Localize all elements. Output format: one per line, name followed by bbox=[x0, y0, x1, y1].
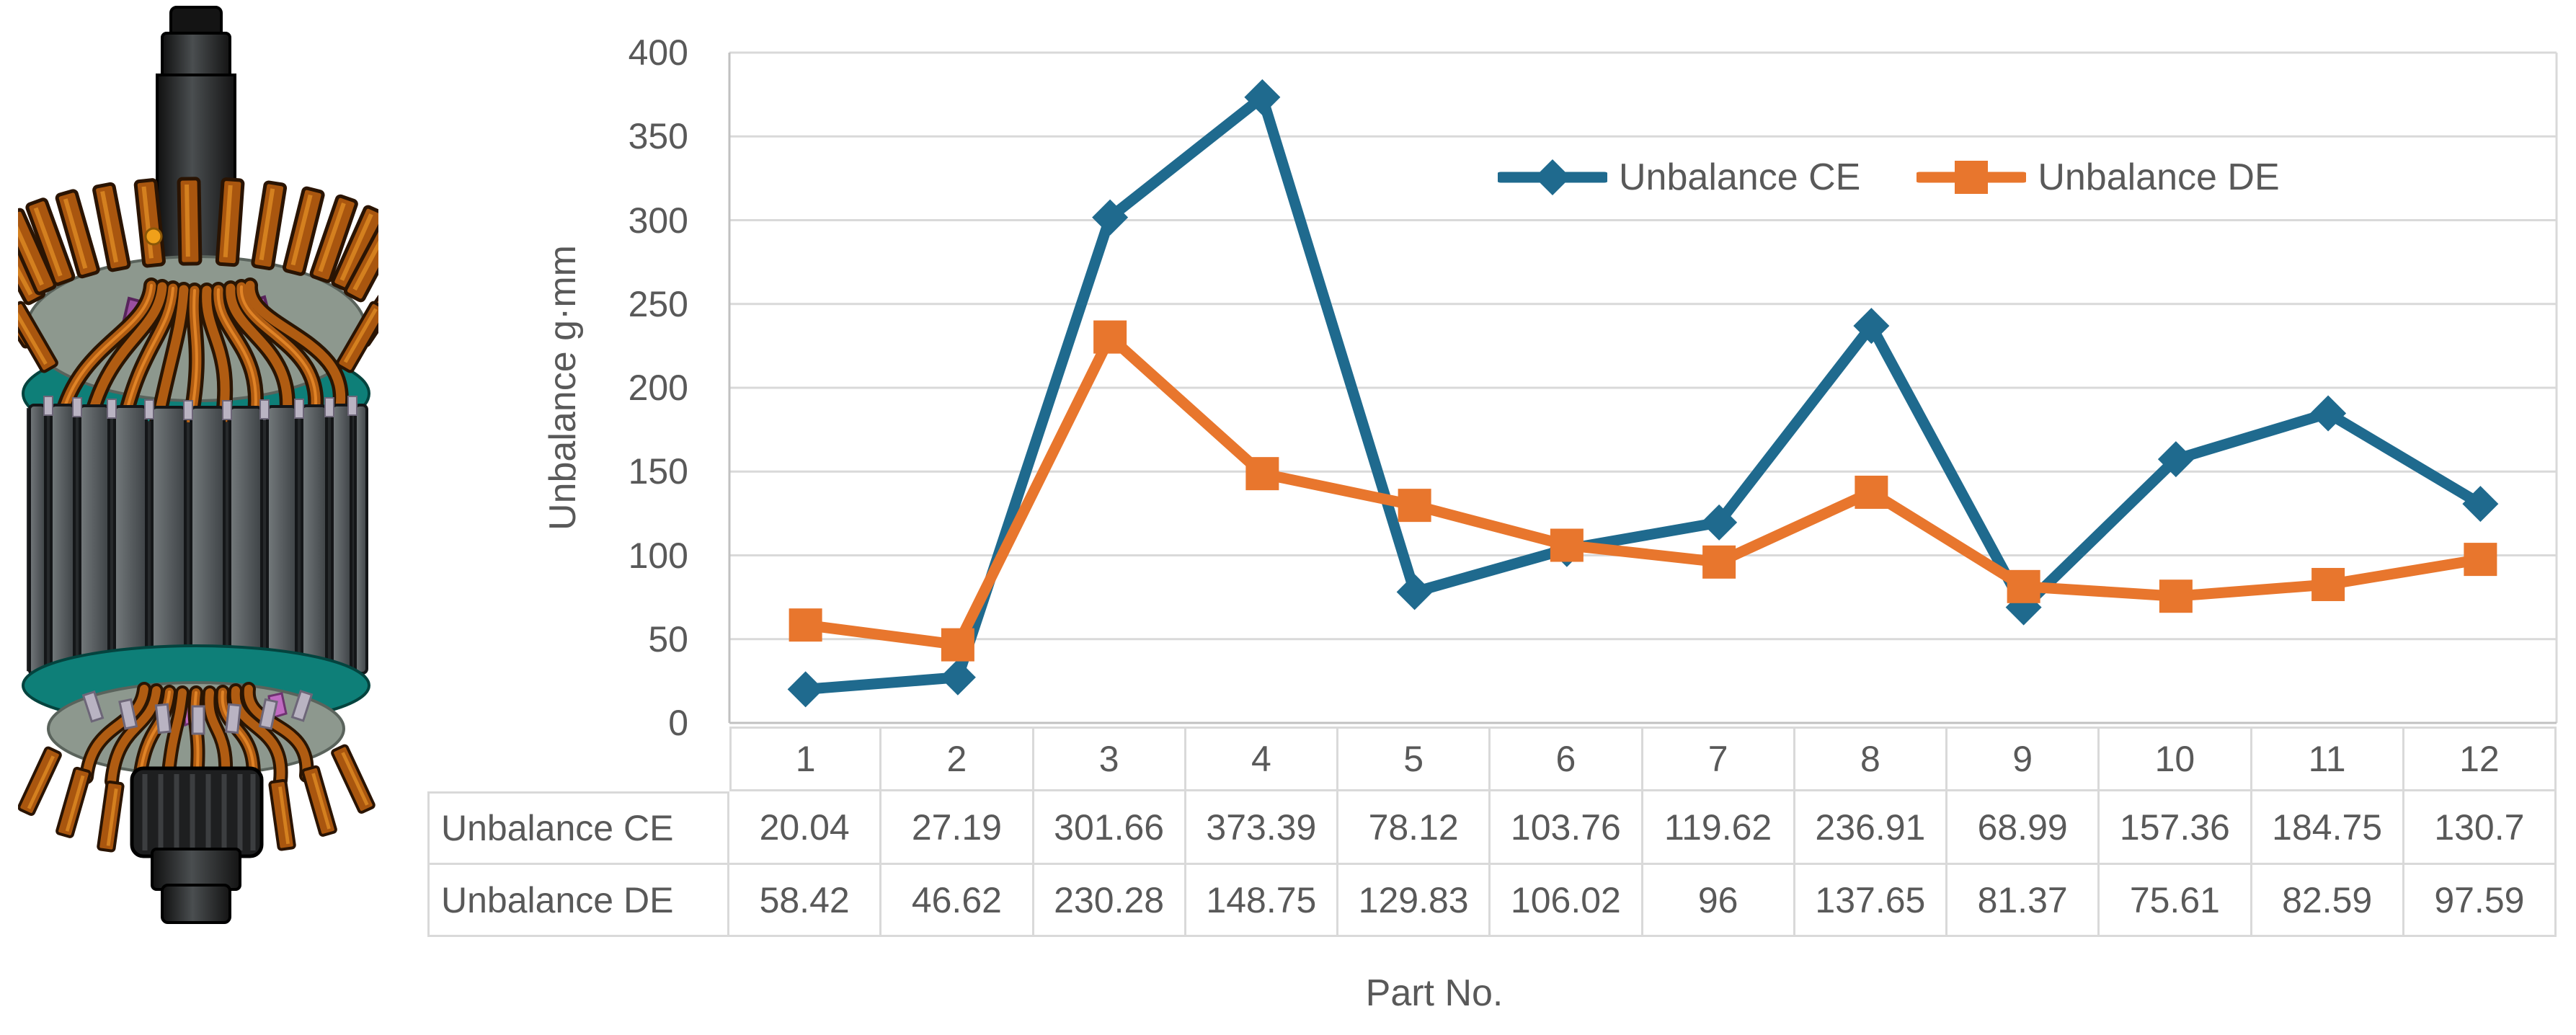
marker-diamond bbox=[2310, 395, 2347, 432]
value-cell: 78.12 bbox=[1338, 791, 1491, 865]
x-tick-label: 5 bbox=[1338, 727, 1491, 791]
marker-square bbox=[1855, 475, 1888, 509]
value-cell: 75.61 bbox=[2100, 865, 2252, 937]
y-tick-label: 50 bbox=[648, 618, 688, 659]
value-cell: 373.39 bbox=[1186, 791, 1338, 865]
legend-item-unbalance-de: Unbalance DE bbox=[1917, 154, 2280, 200]
x-tick-label: 3 bbox=[1034, 727, 1186, 791]
y-tick-label: 400 bbox=[628, 32, 688, 73]
x-tick-label: 8 bbox=[1795, 727, 1947, 791]
chart-legend: Unbalance CE Unbalance DE bbox=[1498, 154, 2280, 200]
value-cell: 106.02 bbox=[1491, 865, 1643, 937]
value-cell: 230.28 bbox=[1034, 865, 1186, 937]
marker-square bbox=[1245, 457, 1279, 491]
marker-diamond bbox=[1701, 504, 1738, 541]
value-cell: 58.42 bbox=[729, 865, 882, 937]
row-header: Unbalance DE bbox=[427, 865, 729, 937]
x-tick-label: 1 bbox=[729, 727, 882, 791]
y-tick-label: 100 bbox=[628, 535, 688, 576]
table-corner-spacer bbox=[427, 727, 729, 791]
value-cell: 46.62 bbox=[881, 865, 1034, 937]
value-cell: 68.99 bbox=[1947, 791, 2100, 865]
marker-square bbox=[1093, 320, 1127, 354]
value-cell: 103.76 bbox=[1491, 791, 1643, 865]
legend-label: Unbalance DE bbox=[2038, 156, 2280, 198]
row-header: Unbalance CE bbox=[427, 791, 729, 865]
marker-square bbox=[789, 608, 822, 642]
marker-square bbox=[2159, 579, 2193, 613]
x-tick-label: 10 bbox=[2100, 727, 2252, 791]
series-line-unbalance-de bbox=[800, 332, 2486, 651]
marker-square bbox=[1550, 528, 1584, 562]
value-cell: 184.75 bbox=[2252, 791, 2404, 865]
x-tick-label: 2 bbox=[881, 727, 1034, 791]
marker-diamond bbox=[1396, 574, 1433, 610]
marker-diamond bbox=[1244, 79, 1281, 115]
y-axis-title: Unbalance g·mm bbox=[542, 245, 584, 530]
y-tick-label: 250 bbox=[628, 283, 688, 324]
y-tick-label: 350 bbox=[628, 116, 688, 157]
marker-diamond bbox=[1092, 199, 1129, 236]
value-cell: 148.75 bbox=[1186, 865, 1338, 937]
rotor-shaft-bottom bbox=[130, 766, 264, 924]
value-cell: 157.36 bbox=[2100, 791, 2252, 865]
marker-square bbox=[941, 628, 974, 662]
marker-square bbox=[2464, 543, 2497, 577]
marker-diamond bbox=[939, 659, 976, 696]
marker-square bbox=[1702, 545, 1736, 579]
value-cell: 82.59 bbox=[2252, 865, 2404, 937]
legend-swatch-square-icon bbox=[1917, 161, 2027, 194]
marker-diamond bbox=[787, 671, 824, 708]
legend-swatch-diamond-icon bbox=[1498, 159, 1607, 195]
rotor-bottom-windings bbox=[18, 644, 375, 851]
value-cell: 96 bbox=[1643, 865, 1795, 937]
x-tick-label: 12 bbox=[2404, 727, 2557, 791]
motor-rotor-3d-model bbox=[18, 6, 378, 924]
series-line-unbalance-ce bbox=[800, 92, 2486, 695]
x-tick-label: 6 bbox=[1491, 727, 1643, 791]
chart-data-table: 1 2 3 4 5 6 7 8 9 10 11 12 Unbalance CE 20.04 27.19 301… bbox=[427, 727, 2557, 937]
y-tick-label: 300 bbox=[628, 200, 688, 241]
x-tick-label: 9 bbox=[1947, 727, 2100, 791]
marker-square bbox=[1398, 489, 1431, 523]
rotor-top-windings bbox=[18, 179, 378, 451]
value-cell: 20.04 bbox=[729, 791, 882, 865]
value-cell: 97.59 bbox=[2404, 865, 2557, 937]
x-tick-label: 7 bbox=[1643, 727, 1795, 791]
value-cell: 119.62 bbox=[1643, 791, 1795, 865]
x-axis-title: Part No. bbox=[1365, 972, 1504, 1014]
value-cell: 301.66 bbox=[1034, 791, 1186, 865]
marker-diamond bbox=[1853, 308, 1890, 345]
marker-square bbox=[2311, 567, 2345, 601]
legend-label: Unbalance CE bbox=[1619, 156, 1861, 198]
y-tick-label: 0 bbox=[668, 703, 688, 743]
x-tick-label: 4 bbox=[1186, 727, 1338, 791]
value-cell: 129.83 bbox=[1338, 865, 1491, 937]
value-cell: 236.91 bbox=[1795, 791, 1947, 865]
marker-square bbox=[2007, 569, 2040, 603]
y-tick-label: 200 bbox=[628, 368, 688, 408]
legend-item-unbalance-ce: Unbalance CE bbox=[1498, 154, 1860, 200]
marker-diamond bbox=[2462, 486, 2499, 523]
marker-diamond bbox=[2157, 441, 2194, 478]
value-cell: 137.65 bbox=[1795, 865, 1947, 937]
y-tick-label: 150 bbox=[628, 451, 688, 492]
value-cell: 27.19 bbox=[881, 791, 1034, 865]
value-cell: 130.7 bbox=[2404, 791, 2557, 865]
x-tick-label: 11 bbox=[2252, 727, 2404, 791]
value-cell: 81.37 bbox=[1947, 865, 2100, 937]
